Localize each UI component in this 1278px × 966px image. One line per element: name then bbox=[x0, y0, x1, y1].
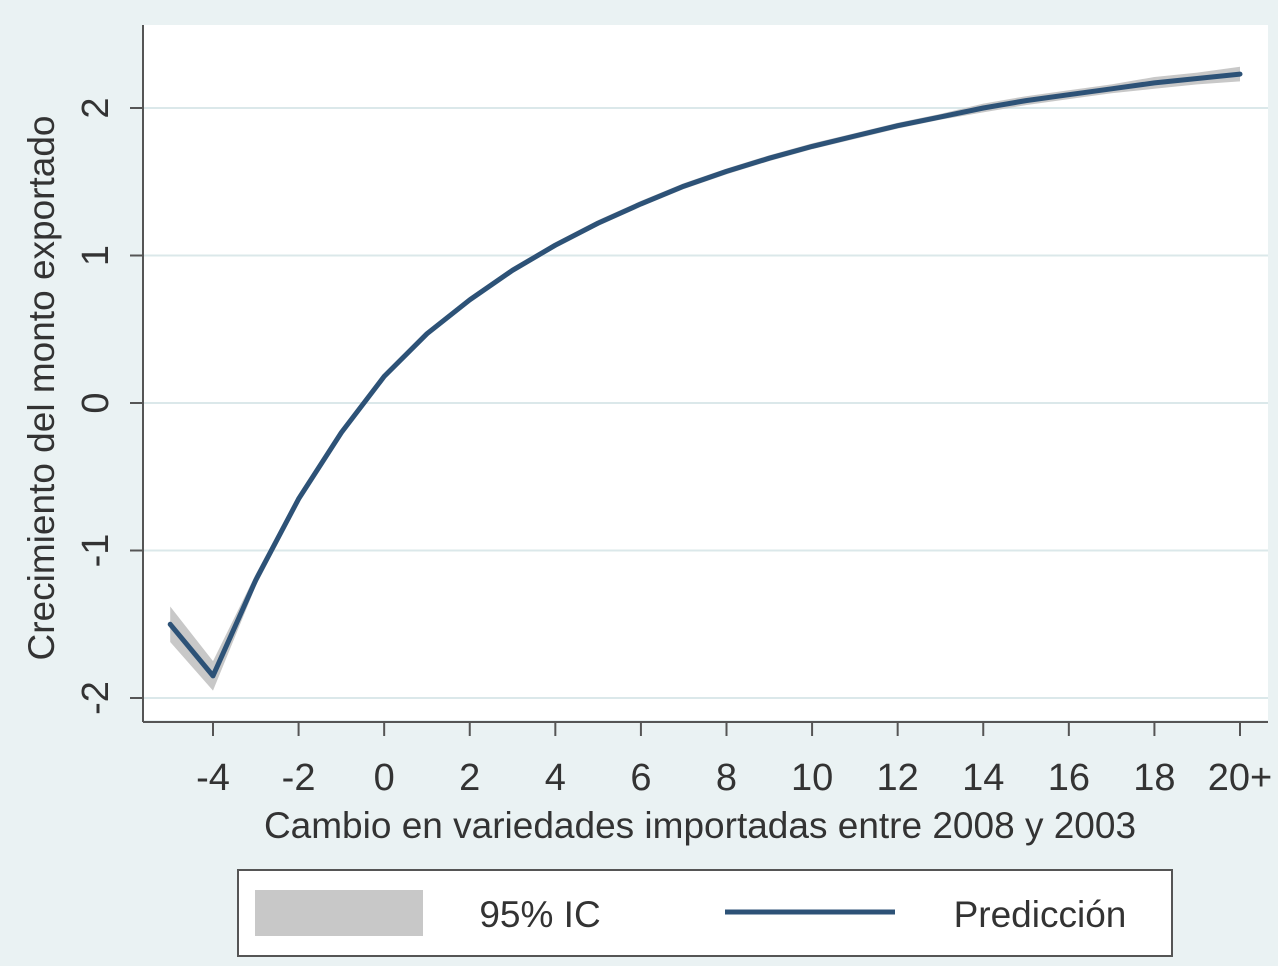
x-tick-label-0: -4 bbox=[196, 757, 230, 799]
legend-label-line: Predicción bbox=[954, 894, 1127, 935]
x-tick-label-9: 14 bbox=[962, 757, 1004, 799]
y-tick-label-0: -2 bbox=[75, 681, 117, 715]
y-axis-title: Crecimiento del monto exportado bbox=[21, 115, 62, 660]
prediction-line-layer bbox=[167, 71, 1243, 679]
y-tick-label-2: 0 bbox=[75, 392, 117, 413]
x-axis-ticks: -4 -2 0 2 4 6 8 10 12 14 16 18 20+ bbox=[196, 722, 1272, 799]
x-tick-label-7: 10 bbox=[791, 757, 833, 799]
x-tick-label-10: 16 bbox=[1048, 757, 1090, 799]
x-tick-label-5: 6 bbox=[630, 757, 651, 799]
y-axis-ticks: -2 -1 0 1 2 bbox=[75, 97, 143, 715]
x-tick-label-1: -2 bbox=[282, 757, 316, 799]
legend-swatch-band bbox=[255, 890, 423, 936]
y-tick-label-1: -1 bbox=[75, 534, 117, 568]
x-tick-label-6: 8 bbox=[716, 757, 737, 799]
legend: 95% IC Predicción bbox=[237, 869, 1173, 957]
x-tick-label-12: 20+ bbox=[1208, 757, 1272, 799]
y-tick-label-3: 1 bbox=[75, 245, 117, 266]
plot-background bbox=[143, 25, 1268, 720]
x-tick-label-11: 18 bbox=[1133, 757, 1175, 799]
x-tick-label-2: 0 bbox=[374, 757, 395, 799]
legend-label-band: 95% IC bbox=[479, 894, 600, 935]
y-tick-label-4: 2 bbox=[75, 97, 117, 118]
prediction-line bbox=[167, 71, 1243, 679]
grid-lines bbox=[143, 107, 1268, 699]
x-axis-title: Cambio en variedades importadas entre 20… bbox=[264, 805, 1136, 846]
x-tick-label-4: 4 bbox=[545, 757, 566, 799]
x-tick-label-8: 12 bbox=[877, 757, 919, 799]
x-tick-label-3: 2 bbox=[459, 757, 480, 799]
